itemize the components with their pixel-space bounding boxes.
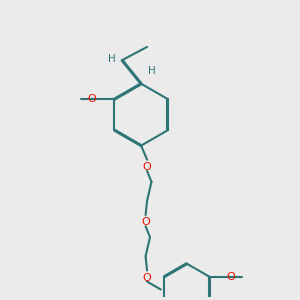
Text: H: H: [148, 66, 156, 76]
Text: O: O: [143, 162, 152, 172]
Text: H: H: [108, 54, 116, 64]
Text: O: O: [227, 272, 236, 282]
Text: O: O: [87, 94, 96, 104]
Text: O: O: [141, 218, 150, 227]
Text: O: O: [143, 273, 152, 283]
